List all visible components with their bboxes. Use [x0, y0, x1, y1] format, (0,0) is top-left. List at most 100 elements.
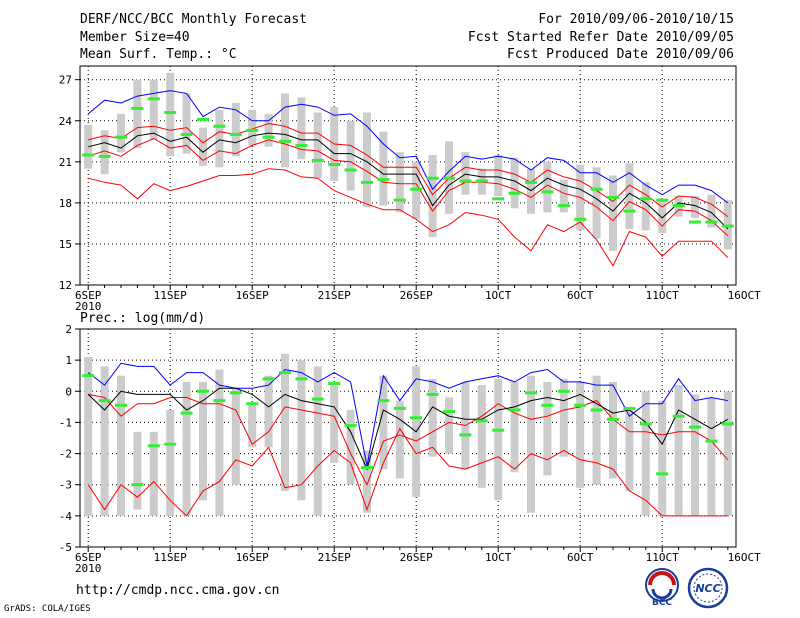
median-marker	[164, 111, 177, 115]
median-marker	[475, 179, 488, 183]
box-bar	[494, 378, 503, 501]
box-bar	[363, 450, 371, 513]
x-tick-label: 1OCT	[485, 551, 512, 564]
median-marker	[164, 442, 177, 446]
box-bar	[691, 196, 699, 218]
box-bar	[641, 182, 650, 231]
box-bar	[133, 79, 142, 149]
series-line-max	[87, 90, 729, 204]
median-marker	[656, 198, 669, 202]
median-marker	[508, 191, 521, 195]
median-marker	[295, 377, 308, 381]
median-marker	[426, 392, 439, 396]
box-bar	[395, 400, 404, 479]
box-bar	[182, 381, 191, 516]
refer-date: Fcst Started Refer Date 2010/09/05	[467, 30, 734, 45]
box-bar	[346, 120, 355, 191]
median-marker	[328, 382, 341, 385]
box-bar	[313, 112, 322, 179]
y-tick-label: 2	[65, 323, 72, 336]
x-tick-label: 26SEP	[400, 551, 433, 564]
median-marker	[525, 180, 537, 184]
box-bar	[494, 154, 503, 197]
box-bar	[199, 127, 207, 166]
median-marker	[98, 399, 111, 403]
box-bar	[592, 167, 601, 239]
box-bar	[527, 168, 535, 214]
y-tick-label: 18	[59, 197, 72, 210]
y-tick-label: 27	[59, 74, 72, 87]
box-bar	[658, 198, 667, 233]
plot-frame	[79, 65, 737, 286]
x-tick-label: 1OCT	[485, 289, 512, 302]
median-marker	[721, 422, 734, 426]
box-bar	[543, 381, 552, 476]
box-bar	[428, 378, 437, 457]
box-bar	[428, 154, 437, 238]
chart-title: DERF/NCC/BCC Monthly Forecast	[80, 12, 307, 27]
median-marker	[656, 472, 669, 476]
median-marker	[475, 419, 488, 423]
median-marker	[229, 391, 242, 395]
x-tick-label: 16OCT	[728, 551, 761, 564]
median-marker	[639, 422, 652, 426]
box-bar	[559, 179, 568, 213]
box-bar	[281, 93, 289, 168]
series-line-mean	[88, 132, 729, 230]
box-bar	[363, 112, 371, 207]
box-bar	[100, 366, 109, 516]
median-marker	[246, 128, 259, 132]
median-marker	[410, 416, 423, 420]
source-url[interactable]: http://cmdp.ncc.cma.gov.cn	[76, 583, 280, 598]
series-line-mean	[87, 387, 729, 471]
box-bar	[658, 400, 667, 516]
median-marker	[426, 176, 439, 180]
median-marker	[197, 389, 209, 393]
series-line-q_lower	[87, 427, 728, 517]
median-marker	[279, 371, 291, 375]
x-tick-label: 6OCT	[567, 551, 594, 564]
median-marker	[672, 414, 685, 418]
box-bar	[543, 161, 552, 213]
box-bar	[215, 109, 224, 168]
y-tick-label: 24	[59, 115, 73, 128]
median-marker	[590, 187, 603, 191]
median-marker	[361, 466, 373, 470]
median-marker	[492, 428, 505, 432]
median-marker	[443, 176, 455, 180]
median-marker	[393, 406, 406, 410]
box-bar	[625, 163, 634, 229]
box-bar	[576, 381, 585, 488]
median-marker	[377, 178, 390, 182]
x-tick-label: 16OCT	[728, 289, 761, 302]
median-marker	[443, 410, 455, 414]
box-bar	[330, 381, 339, 463]
median-marker	[410, 187, 423, 191]
box-bar	[231, 102, 240, 157]
x-tick-sublabel: 2010	[75, 300, 102, 313]
median-marker	[229, 132, 242, 136]
box-bar	[133, 431, 142, 510]
median-marker	[623, 209, 636, 213]
median-marker	[361, 180, 373, 184]
median-marker	[328, 163, 341, 167]
x-tick-label: 11OCT	[646, 551, 679, 564]
median-marker	[147, 444, 160, 448]
median-marker	[705, 220, 718, 224]
box-bar	[182, 93, 191, 154]
median-marker	[115, 135, 127, 139]
median-marker	[689, 220, 701, 224]
median-marker	[705, 439, 718, 443]
box-bar	[707, 194, 716, 228]
x-tick-label: 11SEP	[154, 551, 187, 564]
median-marker	[639, 197, 652, 201]
box-bar	[609, 381, 617, 479]
box-bar	[149, 79, 158, 140]
box-bar	[297, 97, 306, 160]
median-marker	[721, 224, 734, 228]
median-marker	[541, 190, 554, 194]
box-bar	[723, 391, 732, 516]
y-tick-label: 15	[59, 238, 72, 251]
median-marker	[311, 397, 324, 401]
